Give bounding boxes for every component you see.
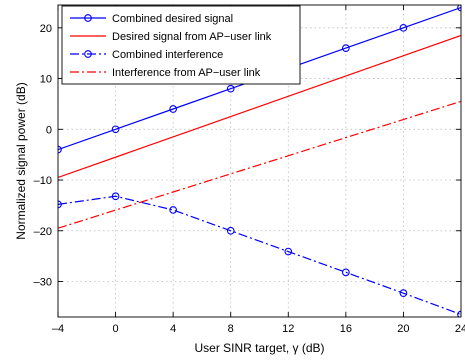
x-tick-label: 20 bbox=[397, 323, 409, 335]
y-tick-label: 10 bbox=[40, 74, 52, 86]
series-1-point bbox=[226, 84, 235, 93]
series-1-point bbox=[457, 5, 461, 12]
series-3-point bbox=[399, 289, 408, 298]
x-tick-label: 12 bbox=[282, 323, 294, 335]
series-1-point bbox=[399, 23, 408, 32]
x-tick-label: 24 bbox=[455, 323, 465, 335]
x-tick-label: 16 bbox=[340, 323, 352, 335]
legend-marker bbox=[84, 14, 92, 22]
x-tick-label: 0 bbox=[113, 323, 119, 335]
legend-box bbox=[61, 5, 301, 85]
series-3-point bbox=[342, 268, 350, 277]
x-tick-label: 4 bbox=[170, 323, 176, 335]
series-1-point bbox=[111, 125, 120, 134]
legend: Combined desired signal Desired signal fr… bbox=[61, 5, 301, 85]
series-1-point bbox=[342, 44, 350, 52]
series-3-point bbox=[111, 192, 120, 201]
tick-labels: –4 0 4 8 12 16 20 24 20 10 0 –10 –20 –30 bbox=[34, 23, 465, 335]
y-tick-label: –10 bbox=[34, 175, 52, 187]
series-1-point bbox=[169, 105, 177, 113]
series-3-point bbox=[284, 247, 293, 256]
legend-label: Desired signal from AP−user link bbox=[112, 31, 272, 43]
legend-marker bbox=[84, 50, 92, 58]
legend-label: Combined desired signal bbox=[112, 13, 233, 25]
y-tick-label: 20 bbox=[40, 23, 52, 35]
y-tick-label: –30 bbox=[34, 276, 52, 288]
legend-label: Interference from AP−user link bbox=[112, 67, 261, 79]
series-3-point bbox=[226, 226, 235, 235]
legend-label: Combined interference bbox=[112, 49, 223, 61]
series-3-line bbox=[58, 195, 461, 316]
plot-frame bbox=[57, 4, 462, 318]
x-tick-label: 8 bbox=[228, 323, 234, 335]
series-4-line bbox=[58, 100, 461, 229]
y-axis-label: Normalized signal power (dB) bbox=[14, 82, 28, 239]
x-tick-label: –4 bbox=[52, 323, 64, 335]
y-tick-label: 0 bbox=[46, 124, 52, 136]
series-2-line bbox=[58, 34, 461, 179]
x-axis-label: User SINR target, γ (dB) bbox=[194, 341, 324, 355]
series-3-point bbox=[457, 310, 461, 317]
y-tick-label: –20 bbox=[34, 226, 52, 238]
series-3-point bbox=[169, 206, 177, 214]
